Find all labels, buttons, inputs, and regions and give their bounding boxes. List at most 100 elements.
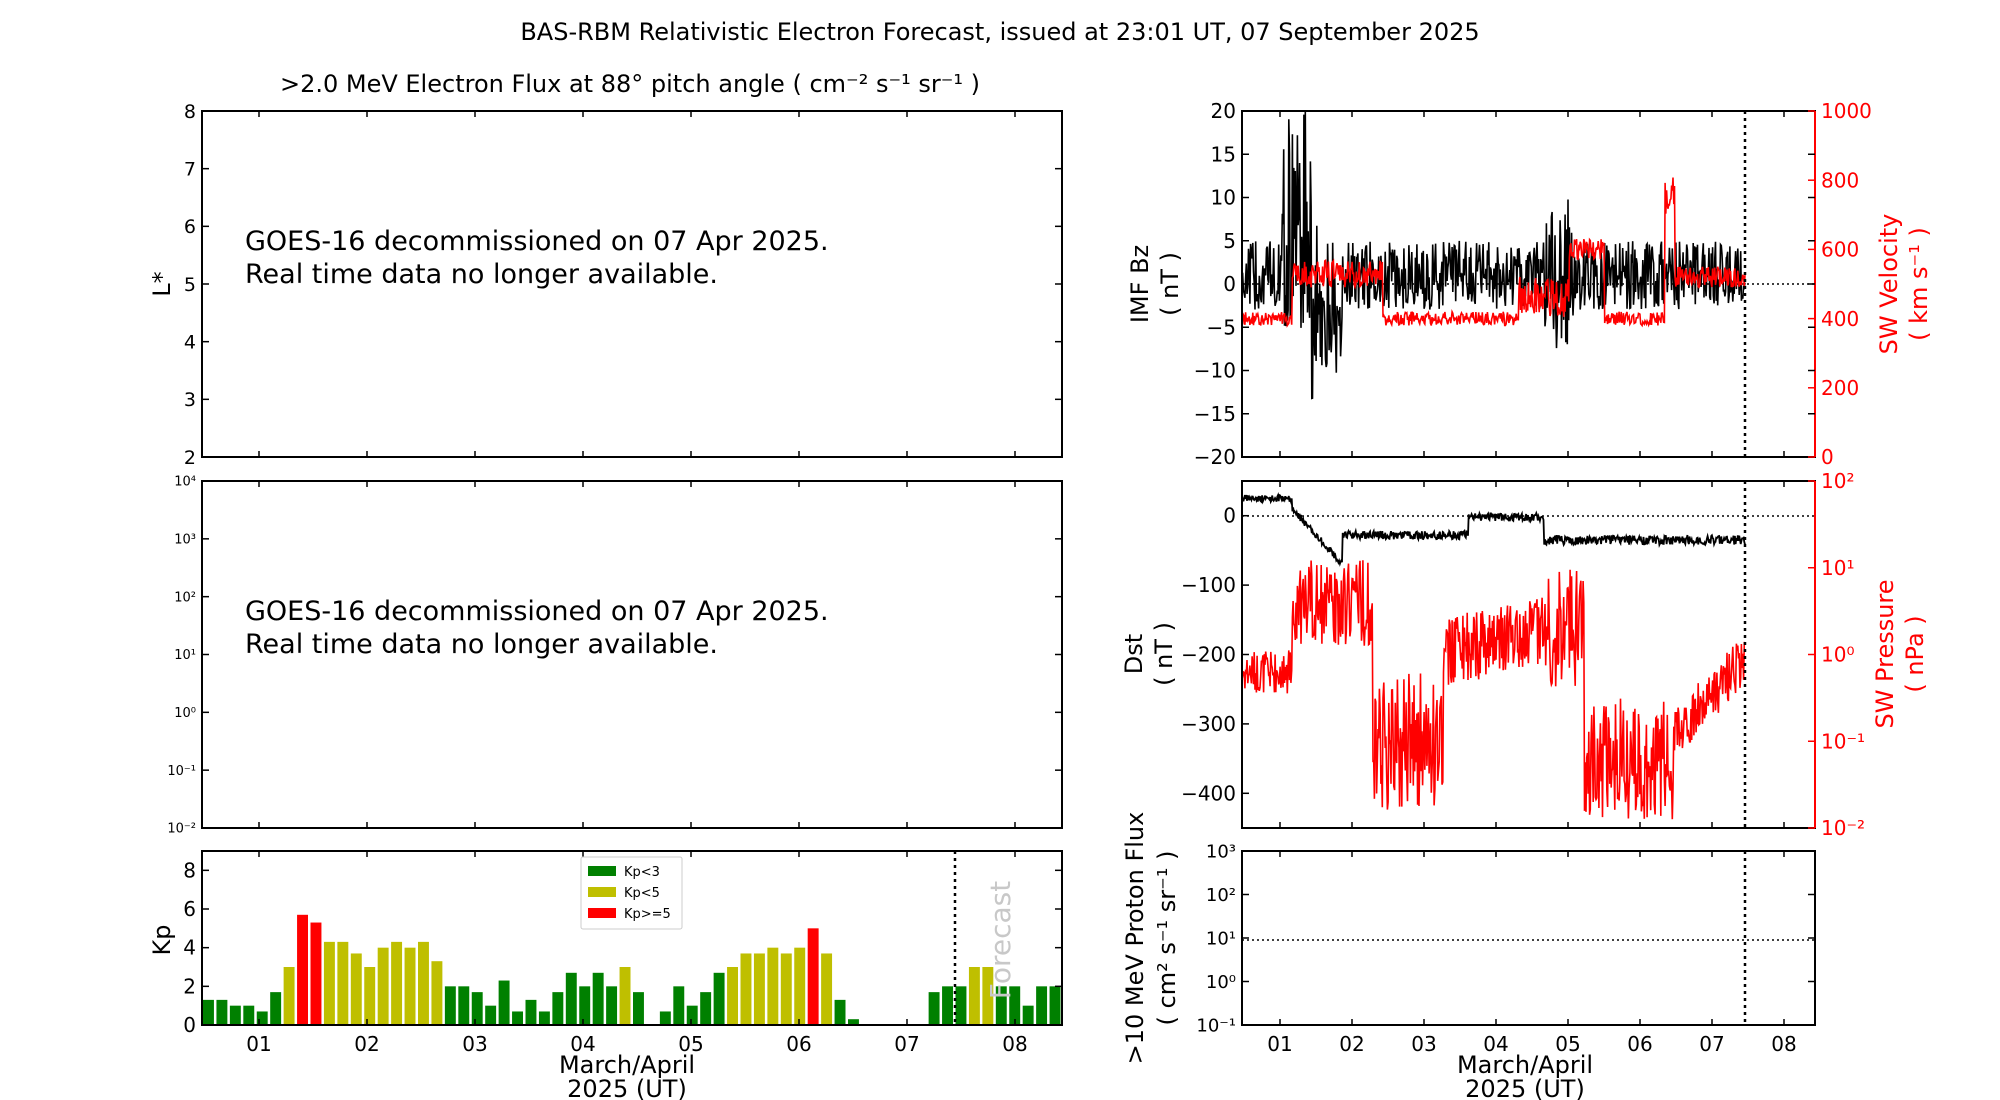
y-tick-label: 10⁻¹	[167, 764, 196, 779]
y-tick-label: 4	[184, 332, 196, 354]
kp-bar	[794, 947, 806, 1025]
kp-bar	[807, 928, 819, 1025]
x-tick-label: 02	[1339, 1032, 1364, 1056]
kp-legend-swatch-low	[588, 866, 616, 876]
kp-bar	[1022, 1005, 1034, 1025]
pressure-axis-label-line1: SW Pressure	[1871, 579, 1899, 728]
kp-bar	[297, 914, 308, 1025]
kp-bar	[928, 992, 940, 1025]
flux-log-message-line1: GOES-16 decommissioned on 07 Apr 2025.	[245, 596, 829, 627]
imf-axis-label-line1: IMF Bz	[1126, 245, 1154, 323]
y-tick-label: 2	[184, 447, 196, 469]
y-tick-label: 2	[183, 974, 196, 998]
x-tick-label: 05	[678, 1032, 703, 1056]
lstar-axis-label: L*	[148, 271, 176, 296]
panel-flux-lstar: >2.0 MeV Electron Flux at 88° pitch angl…	[148, 70, 1063, 469]
kp-bar	[283, 967, 295, 1025]
sw-velocity-series	[1241, 177, 1746, 328]
kp-bar	[848, 1019, 859, 1025]
kp-bar	[485, 1005, 497, 1025]
y-tick-label: 5	[184, 274, 196, 296]
kp-bar	[753, 953, 765, 1025]
kp-bar	[229, 1005, 241, 1025]
x-tick-label: 01	[1267, 1032, 1292, 1056]
velocity-axis-label-line2: ( km s⁻¹ )	[1905, 227, 1933, 341]
kp-bar	[821, 953, 833, 1025]
kp-bar	[216, 999, 228, 1025]
proton-frame	[1241, 850, 1816, 1026]
x-tick-label: 07	[894, 1032, 919, 1056]
y-tick-label: 3	[184, 389, 196, 411]
y-tick-label: 10¹	[174, 648, 196, 663]
kp-bar	[525, 999, 537, 1025]
kp-frame	[201, 850, 1063, 1026]
kp-bar	[606, 986, 618, 1025]
imf-bz-series	[1241, 110, 1746, 400]
y2-tick-label: 400	[1821, 307, 1859, 331]
kp-bar	[767, 947, 779, 1025]
y-tick-label: 10⁰	[1206, 972, 1236, 993]
kp-legend-swatch-high	[588, 908, 616, 918]
y2-tick-label: 10⁻¹	[1821, 729, 1865, 753]
proton-axis-label-line1: >10 MeV Proton Flux	[1121, 812, 1149, 1065]
kp-bar	[310, 922, 322, 1025]
kp-bar	[955, 986, 967, 1025]
kp-bar	[579, 986, 591, 1025]
y2-tick-label: 600	[1821, 238, 1859, 262]
proton-xlabel-line1: March/April	[1457, 1051, 1593, 1079]
figure-title: BAS-RBM Relativistic Electron Forecast, …	[520, 18, 1479, 46]
proton-xlabel-line2: 2025 (UT)	[1465, 1075, 1585, 1100]
kp-bar	[727, 967, 738, 1025]
kp-bar	[619, 967, 631, 1025]
kp-bar	[633, 992, 644, 1025]
kp-bar	[471, 992, 483, 1025]
x-tick-label: 04	[570, 1032, 595, 1056]
kp-bar	[982, 967, 994, 1025]
y2-tick-label: 0	[1821, 445, 1834, 469]
x-tick-label: 06	[786, 1032, 811, 1056]
kp-legend-swatch-mid	[588, 887, 616, 897]
kp-bar	[404, 947, 416, 1025]
kp-bar	[256, 1011, 268, 1025]
kp-bar	[968, 967, 980, 1025]
kp-legend: Kp<3 Kp<5 Kp>=5	[580, 856, 683, 930]
kp-bar	[270, 992, 282, 1025]
kp-forecast-label: Forecast	[984, 881, 1017, 1000]
kp-bar	[780, 953, 792, 1025]
imf-axis-label-line2: ( nT )	[1156, 252, 1184, 316]
kp-bar	[364, 967, 376, 1025]
kp-bar	[337, 941, 349, 1025]
y-tick-label: 10⁻¹	[1196, 1015, 1236, 1036]
kp-bar	[1036, 986, 1048, 1025]
kp-bar	[834, 999, 846, 1025]
x-tick-label: 06	[1627, 1032, 1652, 1056]
dst-axis-label-line2: ( nT )	[1150, 622, 1178, 686]
y-tick-label: 10³	[1206, 841, 1236, 862]
kp-bar	[740, 953, 752, 1025]
kp-bar	[498, 980, 510, 1025]
y-tick-label: 20	[1211, 99, 1236, 123]
kp-bar	[391, 941, 403, 1025]
kp-bar	[538, 1011, 550, 1025]
flux-log-message-line2: Real time data no longer available.	[245, 629, 718, 660]
y2-tick-label: 1000	[1821, 99, 1872, 123]
x-tick-label: 05	[1555, 1032, 1580, 1056]
kp-bar	[686, 1005, 698, 1025]
y-tick-label: 10	[1211, 186, 1236, 210]
y2-tick-label: 10⁻²	[1821, 816, 1865, 840]
y-tick-label: −20	[1194, 445, 1236, 469]
y-tick-label: 15	[1211, 142, 1236, 166]
kp-bar	[203, 999, 214, 1025]
y-tick-label: 7	[184, 159, 196, 181]
kp-bar	[995, 986, 1007, 1025]
panel-flux-log: 10⁻² 10⁻¹ 10⁰ 10¹ 10² 10³ 10⁴ GOES-16 decommis…	[167, 475, 1063, 837]
y2-tick-label: 200	[1821, 376, 1859, 400]
dst-axis-label-line1: Dst	[1120, 634, 1148, 674]
kp-bar	[1049, 986, 1061, 1025]
y-tick-label: −400	[1181, 781, 1236, 805]
kp-bar	[418, 941, 429, 1025]
x-tick-label: 04	[1483, 1032, 1508, 1056]
y2-tick-label: 10¹	[1821, 556, 1854, 580]
